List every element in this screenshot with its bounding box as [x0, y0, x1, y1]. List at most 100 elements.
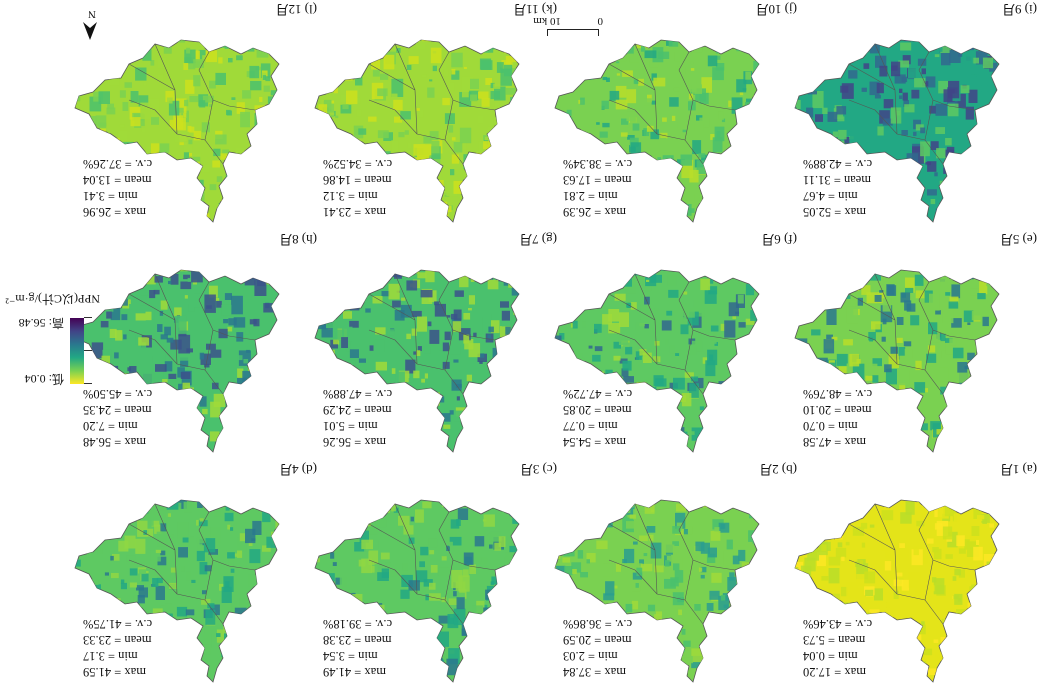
npp-cell — [832, 506, 837, 509]
npp-cell — [242, 667, 249, 674]
map-panel-i: (i) 9月 max = 52.05 min = 4.67 mean = 31.… — [785, 0, 1045, 230]
npp-cell — [406, 333, 411, 340]
npp-cell — [429, 582, 436, 590]
panel-stats: max = 26.96 min = 3.41 mean = 13.04 c.v.… — [83, 156, 193, 220]
npp-cell — [367, 522, 378, 535]
npp-cell — [986, 592, 993, 598]
npp-cell — [135, 67, 147, 81]
npp-cell — [236, 640, 246, 653]
npp-cell — [963, 168, 975, 184]
npp-cell — [700, 566, 707, 573]
npp-cell — [615, 85, 627, 98]
npp-cell — [668, 40, 679, 47]
npp-cell — [983, 40, 994, 51]
npp-cell — [942, 526, 953, 540]
npp-cell — [176, 606, 188, 617]
npp-cell — [329, 112, 335, 116]
npp-cell — [980, 598, 991, 612]
panel-stats: max = 41.49 min = 3.54 mean = 23.38 c.v.… — [323, 616, 433, 680]
npp-cell — [507, 359, 513, 366]
npp-cell — [864, 571, 876, 584]
npp-cell — [142, 272, 148, 277]
npp-cell — [956, 535, 965, 547]
npp-cell — [421, 74, 427, 78]
npp-cell — [259, 96, 263, 102]
npp-cell — [861, 87, 867, 92]
npp-cell — [79, 41, 84, 48]
npp-cell — [75, 437, 76, 440]
npp-cell — [75, 527, 80, 538]
npp-cell — [477, 503, 483, 507]
npp-cell — [945, 188, 952, 194]
npp-cell — [923, 581, 929, 590]
npp-cell — [220, 153, 228, 160]
npp-cell — [812, 500, 820, 505]
npp-cell — [949, 500, 958, 507]
npp-cell — [712, 332, 717, 339]
npp-cell — [846, 363, 856, 378]
npp-cell — [439, 350, 445, 356]
npp-cell — [135, 313, 146, 321]
npp-cell — [814, 507, 818, 513]
npp-cell — [981, 406, 985, 410]
npp-cell — [501, 506, 509, 513]
npp-cell — [899, 370, 910, 386]
npp-cell — [501, 141, 514, 153]
npp-cell — [400, 304, 412, 318]
npp-cell — [970, 402, 982, 415]
npp-cell — [486, 176, 498, 193]
npp-cell — [849, 131, 861, 145]
npp-cell — [151, 520, 160, 527]
npp-cell — [723, 429, 736, 445]
npp-cell — [248, 270, 254, 271]
npp-cell — [263, 195, 270, 200]
npp-cell — [237, 668, 241, 672]
npp-cell — [946, 640, 958, 655]
stat-min: min = 0.70 — [803, 419, 858, 433]
npp-cell — [498, 384, 505, 392]
npp-cell — [956, 40, 963, 50]
npp-cell — [914, 382, 926, 393]
npp-cell — [446, 545, 450, 551]
npp-cell — [277, 620, 279, 626]
npp-cell — [874, 94, 881, 99]
npp-cell — [388, 283, 400, 300]
npp-cell — [927, 189, 937, 196]
npp-cell — [489, 544, 493, 549]
npp-cell — [210, 431, 220, 442]
stat-max: max = 52.05 — [803, 205, 866, 219]
npp-cell — [712, 194, 721, 207]
npp-cell — [191, 579, 196, 583]
npp-cell — [941, 52, 951, 66]
npp-cell — [129, 568, 138, 576]
npp-cell — [812, 91, 824, 109]
npp-cell — [963, 500, 972, 509]
npp-cell — [916, 520, 925, 527]
npp-cell — [668, 486, 675, 496]
npp-cell — [747, 187, 757, 200]
npp-cell — [723, 604, 728, 608]
npp-cell — [145, 311, 152, 321]
npp-cell — [159, 311, 164, 316]
npp-cell — [262, 187, 268, 193]
npp-cell — [189, 96, 199, 103]
npp-cell — [321, 319, 333, 338]
npp-cell — [658, 44, 661, 49]
npp-cell — [183, 274, 191, 280]
npp-cell — [248, 542, 253, 546]
npp-cell — [709, 590, 720, 600]
npp-cell — [277, 500, 279, 507]
npp-cell — [951, 656, 961, 669]
npp-cell — [515, 117, 519, 124]
npp-cell — [668, 289, 679, 298]
npp-cell — [98, 91, 110, 104]
npp-cell — [935, 652, 945, 661]
npp-cell — [510, 590, 519, 606]
panel-stats: max = 52.05 min = 4.67 mean = 31.11 c.v.… — [803, 156, 913, 220]
npp-cell — [356, 560, 360, 566]
npp-cell — [346, 347, 351, 352]
npp-cell — [605, 369, 613, 381]
district-boundaries — [608, 273, 736, 395]
npp-cell — [673, 309, 678, 314]
npp-cell — [602, 563, 613, 577]
